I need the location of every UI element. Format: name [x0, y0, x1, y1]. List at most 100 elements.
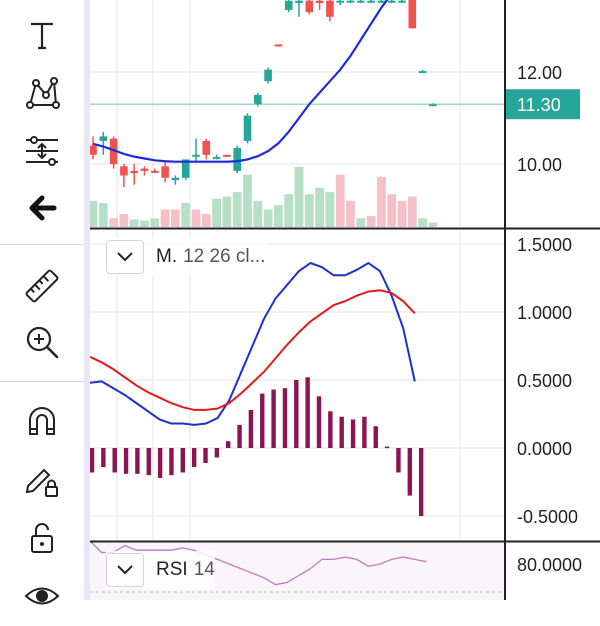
macd-histogram-bar	[248, 409, 254, 448]
candle[interactable]	[346, 0, 355, 3]
magnet-tool[interactable]	[0, 392, 84, 452]
rsi-axis-label: 80.0000	[517, 555, 582, 575]
candle[interactable]	[212, 157, 221, 160]
candle[interactable]	[295, 0, 303, 4]
macd-indicator-label[interactable]: M. 12 26 cl...	[106, 238, 266, 276]
text-tool[interactable]	[0, 5, 84, 65]
macd-histogram-bar	[328, 411, 333, 448]
magnet-icon	[29, 407, 55, 435]
candle[interactable]	[367, 0, 375, 3]
unlock-icon	[31, 523, 53, 553]
volume-bar	[160, 209, 170, 227]
volume-bar	[119, 213, 129, 227]
macd-collapse-button[interactable]	[106, 240, 144, 274]
candle[interactable]	[274, 44, 283, 47]
macd-histogram-bar	[294, 380, 299, 448]
macd-histogram-bar	[203, 448, 208, 463]
candle[interactable]	[151, 170, 159, 173]
chart-canvas[interactable]: 12.00 10.00 1.5000 1.0000 0.5000 0.0000 -0.500…	[0, 0, 600, 600]
candle[interactable]	[120, 166, 128, 176]
candle[interactable]	[357, 0, 365, 3]
pattern-tool[interactable]	[0, 63, 84, 123]
candle[interactable]	[243, 115, 252, 141]
visibility-tool[interactable]	[0, 566, 84, 626]
volume-bar	[129, 219, 139, 227]
candle[interactable]	[181, 159, 190, 178]
macd-histogram-bar	[169, 448, 174, 476]
candle[interactable]	[418, 71, 427, 74]
rsi-params: 14	[193, 559, 215, 580]
candle[interactable]	[171, 177, 180, 181]
candle[interactable]	[202, 141, 211, 155]
volume-bar	[212, 198, 221, 227]
drawing-toolbar	[0, 0, 84, 605]
macd-axis-label: -0.5000	[517, 507, 578, 527]
candle[interactable]	[254, 95, 262, 105]
price-axis-label: 12.00	[517, 63, 562, 83]
candle[interactable]	[140, 168, 149, 171]
lock-drawing-tool[interactable]	[0, 450, 84, 510]
candle[interactable]	[408, 0, 417, 29]
macd-axis-label: 0.0000	[517, 439, 572, 459]
volume-bar	[325, 192, 335, 227]
ruler-icon	[25, 269, 59, 303]
toolbar-divider	[0, 244, 84, 245]
rsi-line	[89, 540, 427, 586]
indicator-settings-icon	[26, 136, 58, 166]
unlock-tool[interactable]	[0, 508, 84, 568]
rsi-collapse-button[interactable]	[106, 553, 144, 587]
volume-bar	[88, 200, 98, 227]
candle[interactable]	[305, 0, 314, 13]
back-arrow-icon	[29, 195, 57, 221]
macd-histogram-bar	[362, 416, 367, 448]
ruler-tool[interactable]	[0, 256, 84, 316]
volume-bar	[315, 187, 324, 227]
back-tool[interactable]	[0, 178, 84, 238]
moving-average-line	[92, 0, 389, 163]
volume-bar	[243, 174, 252, 227]
zoom-in-tool[interactable]	[0, 312, 84, 372]
macd-histogram-bar	[407, 448, 412, 496]
volume-bar	[335, 174, 345, 227]
macd-histogram-bar	[339, 416, 344, 448]
volume-bar	[346, 200, 355, 227]
candle[interactable]	[315, 0, 324, 4]
candle[interactable]	[233, 147, 241, 171]
volume-bar	[418, 218, 427, 227]
macd-axis-label: 0.5000	[517, 371, 572, 391]
volume-bar	[181, 203, 191, 227]
candle[interactable]	[326, 0, 334, 17]
candle[interactable]	[336, 0, 344, 3]
candle[interactable]	[429, 104, 437, 107]
chevron-down-icon	[117, 565, 133, 575]
volume-bar	[140, 220, 149, 227]
indicator-settings-tool[interactable]	[0, 121, 84, 181]
volume-bar	[407, 196, 417, 227]
volume-bar	[98, 203, 108, 227]
candle[interactable]	[161, 166, 169, 178]
macd-histogram-bar	[271, 389, 276, 448]
volume-bar	[274, 205, 283, 227]
macd-histogram-bar	[191, 448, 197, 468]
toolbar-edge	[84, 0, 90, 600]
macd-histogram-bar	[396, 448, 401, 473]
candle[interactable]	[130, 170, 138, 174]
candle[interactable]	[377, 0, 386, 3]
candle[interactable]	[264, 69, 272, 82]
macd-axis-label: 1.5000	[517, 235, 572, 255]
volume-bar	[284, 194, 294, 227]
volume-bar	[366, 216, 376, 227]
candle[interactable]	[89, 145, 97, 155]
candle[interactable]	[387, 0, 396, 3]
candle[interactable]	[99, 136, 108, 141]
rsi-indicator-label[interactable]: RSI 14	[106, 551, 215, 589]
macd-axis-label: 1.0000	[517, 303, 572, 323]
volume-bar	[304, 194, 314, 227]
macd-histogram-bar	[112, 448, 117, 473]
candle[interactable]	[284, 0, 293, 10]
macd-histogram-bar	[316, 396, 322, 448]
candle[interactable]	[223, 154, 231, 157]
macd-line	[89, 261, 416, 426]
candle[interactable]	[192, 154, 200, 157]
candle[interactable]	[398, 0, 406, 3]
